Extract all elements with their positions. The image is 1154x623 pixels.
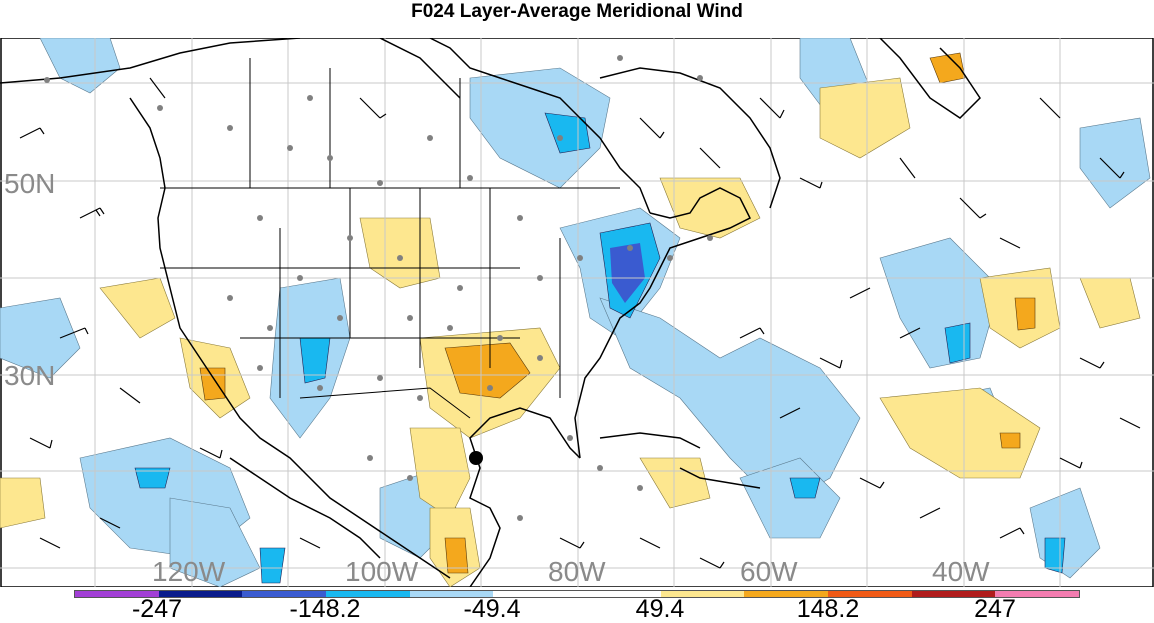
- lat-label-30n: 30N: [4, 360, 56, 391]
- colorbar-segment: [493, 591, 578, 597]
- wind-barbs: [19, 77, 1141, 569]
- lat-label-50n: 50N: [4, 168, 56, 199]
- colorbar-segment: [158, 591, 243, 597]
- colorbar-segment: [744, 591, 829, 597]
- cyclone-center-marker: [469, 451, 483, 465]
- lon-label-60w: 60W: [740, 556, 798, 587]
- colorbar-segment: [995, 591, 1080, 597]
- graticule: [0, 38, 1154, 587]
- lon-label-100w: 100W: [345, 556, 419, 587]
- map-title: F024 Layer-Average Meridional Wind: [411, 1, 743, 22]
- colorbar-segment: [242, 591, 327, 597]
- colorbar-label: -49.4: [463, 595, 521, 623]
- colorbar-segment: [409, 591, 494, 597]
- strong-positive-shading: [199, 52, 1036, 574]
- colorbar-segment: [75, 591, 159, 597]
- political-borders: [160, 58, 620, 419]
- colorbar-segment: [911, 591, 996, 597]
- colorbar: [74, 590, 1080, 598]
- lon-label-120w: 120W: [152, 556, 226, 587]
- deep-negative-shading: [610, 243, 645, 303]
- colorbar-segment: [577, 591, 661, 597]
- colorbar-label: -148.2: [289, 595, 361, 623]
- colorbar-label: 49.4: [635, 595, 685, 623]
- colorbar-segment: [828, 591, 912, 597]
- lon-label-40w: 40W: [932, 556, 990, 587]
- colorbar-label: 148.2: [796, 595, 860, 623]
- lon-label-80w: 80W: [548, 556, 606, 587]
- station-dots: [44, 55, 713, 521]
- colorbar-segment: [326, 591, 410, 597]
- colorbar-segment: [660, 591, 745, 597]
- colorbar-label: -247: [131, 595, 183, 623]
- colorbar-label: 247: [974, 595, 1016, 623]
- map-panel: [0, 38, 1154, 587]
